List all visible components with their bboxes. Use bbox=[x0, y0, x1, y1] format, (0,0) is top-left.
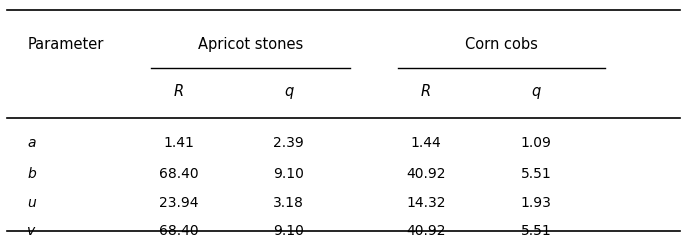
Text: 2.39: 2.39 bbox=[273, 136, 304, 150]
Text: 23.94: 23.94 bbox=[159, 196, 199, 210]
Text: Corn cobs: Corn cobs bbox=[465, 36, 538, 52]
Text: 9.10: 9.10 bbox=[273, 167, 304, 181]
Text: 5.51: 5.51 bbox=[521, 167, 551, 181]
Text: u: u bbox=[27, 196, 36, 210]
Text: v: v bbox=[27, 224, 36, 238]
Text: 1.41: 1.41 bbox=[164, 136, 194, 150]
Text: 1.09: 1.09 bbox=[521, 136, 551, 150]
Text: q: q bbox=[284, 84, 293, 99]
Text: Parameter: Parameter bbox=[27, 36, 104, 52]
Text: R: R bbox=[421, 84, 431, 99]
Text: R: R bbox=[174, 84, 183, 99]
Text: a: a bbox=[27, 136, 36, 150]
Text: q: q bbox=[531, 84, 541, 99]
Text: Apricot stones: Apricot stones bbox=[198, 36, 304, 52]
Text: 3.18: 3.18 bbox=[273, 196, 304, 210]
Text: 40.92: 40.92 bbox=[406, 224, 446, 238]
Text: 14.32: 14.32 bbox=[406, 196, 446, 210]
Text: 68.40: 68.40 bbox=[159, 167, 199, 181]
Text: 1.44: 1.44 bbox=[411, 136, 441, 150]
Text: b: b bbox=[27, 167, 36, 181]
Text: 40.92: 40.92 bbox=[406, 167, 446, 181]
Text: 68.40: 68.40 bbox=[159, 224, 199, 238]
Text: 9.10: 9.10 bbox=[273, 224, 304, 238]
Text: 5.51: 5.51 bbox=[521, 224, 551, 238]
Text: 1.93: 1.93 bbox=[521, 196, 551, 210]
